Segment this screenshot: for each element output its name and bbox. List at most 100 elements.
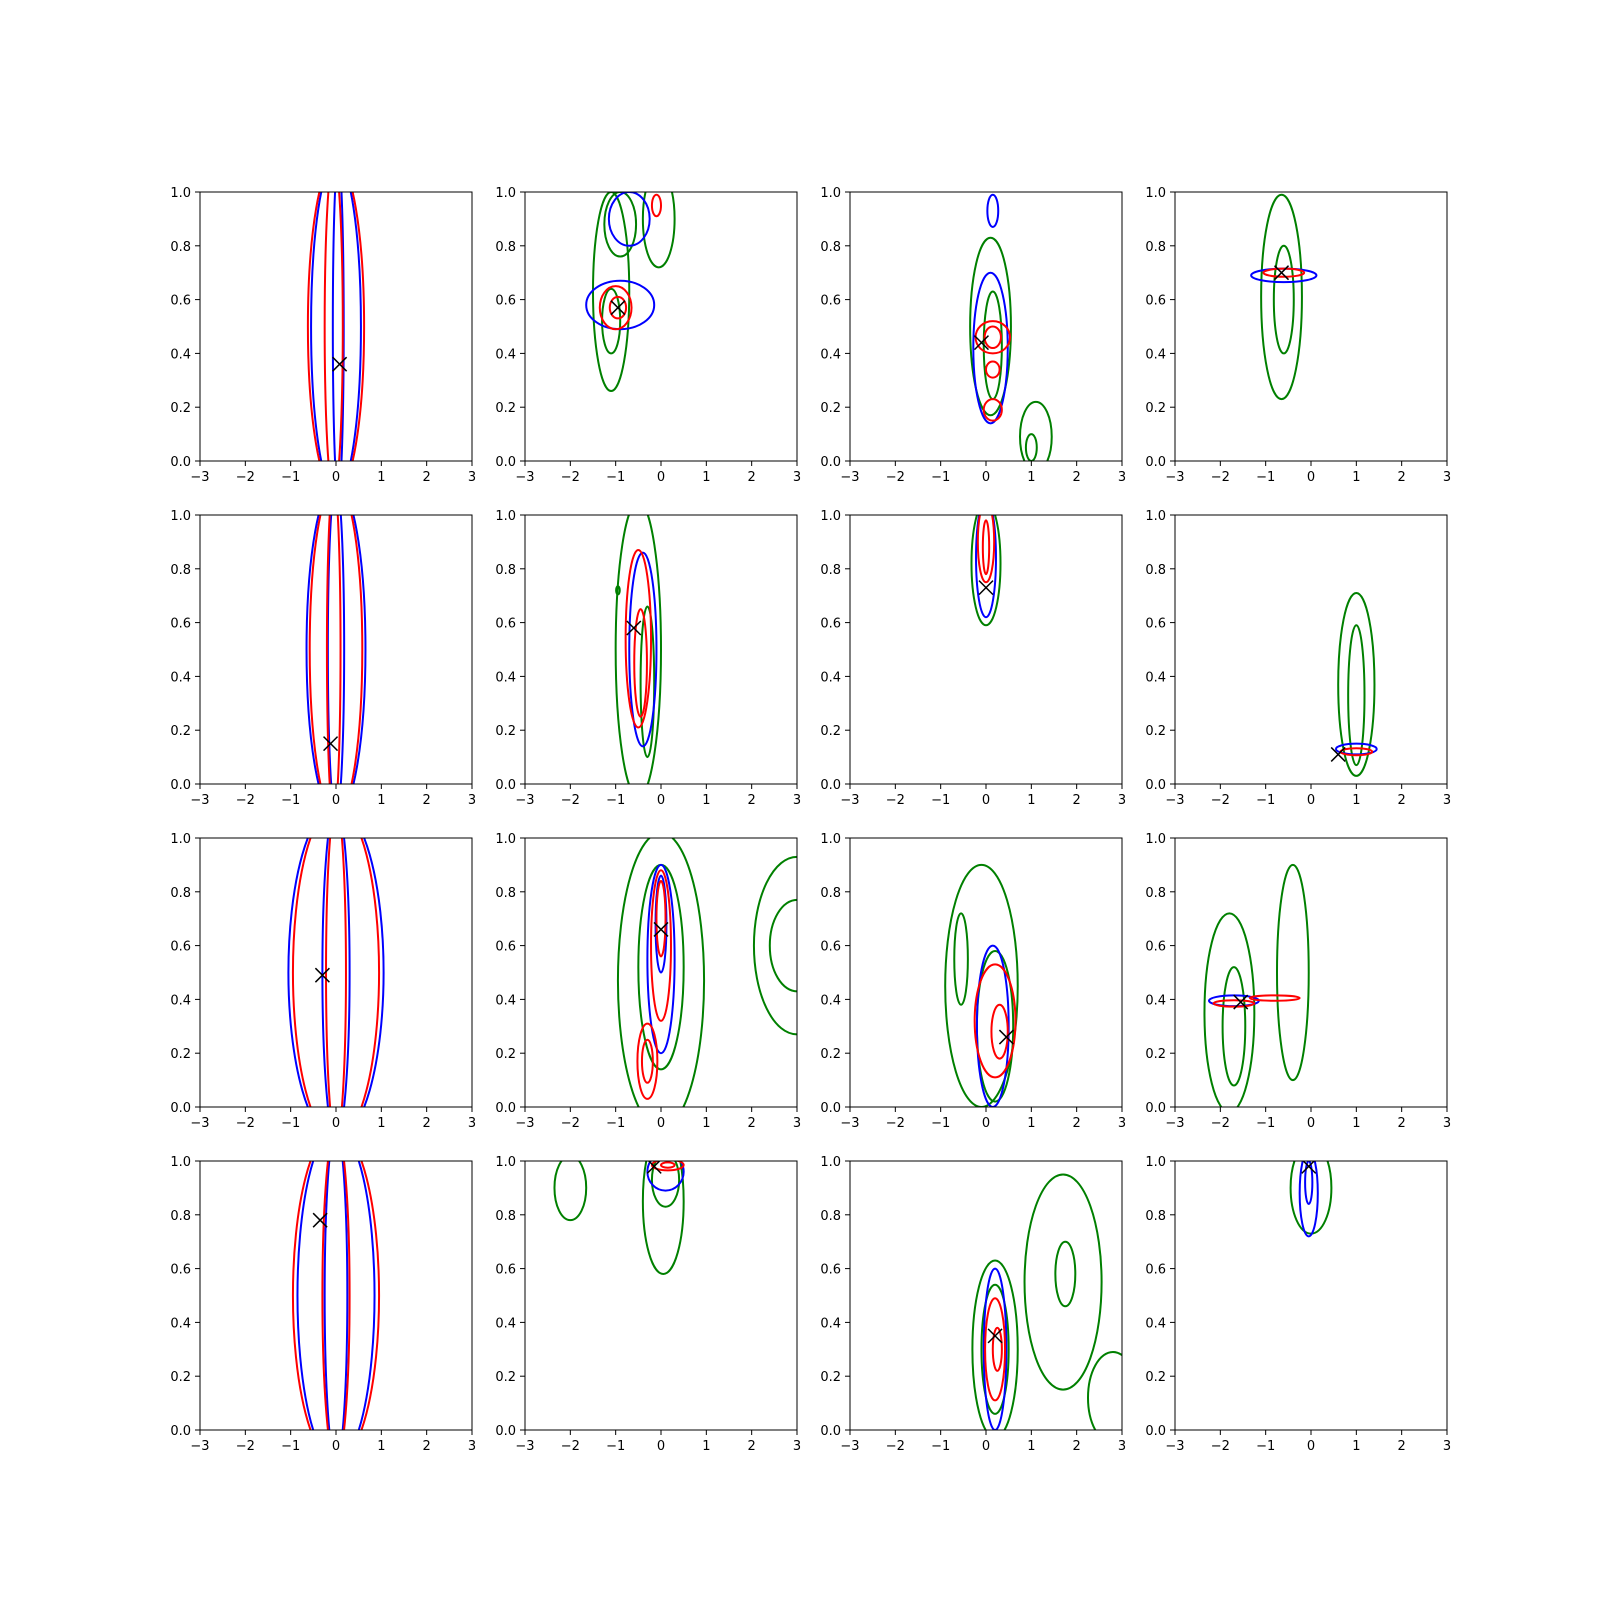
green-contour-1 xyxy=(1337,592,1376,777)
x-tick-label: −3 xyxy=(515,793,534,808)
y-tick-label: 1.0 xyxy=(820,186,841,201)
axes-frame xyxy=(1174,514,1448,785)
x-tick-label: 2 xyxy=(423,793,431,808)
blue-contour-6 xyxy=(986,193,1000,228)
x-tick-label: 3 xyxy=(793,793,801,808)
x-tick-label: 2 xyxy=(1398,1439,1406,1454)
y-tick-label: 1.0 xyxy=(1145,832,1166,847)
x-tick-label: 2 xyxy=(748,793,756,808)
y-tick-label: 0.0 xyxy=(170,778,191,793)
x-tick-label: 1 xyxy=(702,793,710,808)
green-contour-1 xyxy=(1289,1161,1333,1235)
x-tick-label: −3 xyxy=(515,1439,534,1454)
y-tick-label: 0.4 xyxy=(495,670,516,685)
x-tick-label: −1 xyxy=(931,1116,950,1131)
y-tick-label: 0.2 xyxy=(495,724,516,739)
y-tick-label: 0.4 xyxy=(1145,993,1166,1008)
x-tick-label: −3 xyxy=(840,793,859,808)
green-contour-3 xyxy=(752,855,797,1036)
x-tick-label: 0 xyxy=(332,1116,340,1131)
x-tick-label: −1 xyxy=(1256,470,1275,485)
red-contour-8 xyxy=(655,880,667,958)
x-tick-label: −3 xyxy=(1165,1116,1184,1131)
y-tick-label: 0.8 xyxy=(170,240,191,255)
x-tick-label: 3 xyxy=(1118,1116,1126,1131)
y-tick-label: 0.4 xyxy=(820,347,841,362)
x-tick-label: 2 xyxy=(1073,1116,1081,1131)
blue-contour-5 xyxy=(972,271,1009,425)
y-tick-label: 1.0 xyxy=(495,509,516,524)
x-tick-label: −2 xyxy=(886,1116,905,1131)
x-tick-label: −3 xyxy=(840,1439,859,1454)
y-tick-label: 0.8 xyxy=(170,563,191,578)
y-tick-label: 1.0 xyxy=(495,1155,516,1170)
green-contour-3 xyxy=(641,192,676,269)
y-tick-label: 1.0 xyxy=(170,832,191,847)
subplot-r1-c1: −3 −2 −1 0 1 2 3 0.0 0.2 0.4 0.6 0.8 1.0 xyxy=(170,186,476,485)
green-contour-3 xyxy=(1023,1173,1103,1391)
y-tick-label: 0.0 xyxy=(1145,1424,1166,1439)
y-tick-label: 0.8 xyxy=(495,563,516,578)
green-contour-2 xyxy=(1221,966,1247,1087)
y-tick-label: 0.8 xyxy=(820,886,841,901)
x-tick-label: 1 xyxy=(1027,793,1035,808)
green-contour-1 xyxy=(614,515,662,784)
plot-area xyxy=(969,193,1053,461)
y-tick-label: 0.0 xyxy=(820,1101,841,1116)
green-contour-1 xyxy=(592,192,631,393)
y-tick-label: 0.4 xyxy=(495,1316,516,1331)
x-tick-label: −1 xyxy=(281,1116,300,1131)
plot-area xyxy=(306,192,366,461)
x-tick-label: 1 xyxy=(1352,793,1360,808)
x-tick-label: −2 xyxy=(1211,1439,1230,1454)
subplot-r3-c1: −3 −2 −1 0 1 2 3 0.0 0.2 0.4 0.6 0.8 1.0 xyxy=(170,832,476,1131)
green-contour-4 xyxy=(1054,1240,1077,1308)
red-contour-7 xyxy=(650,869,672,1022)
subplot-r2-c2: −3 −2 −1 0 1 2 3 0.0 0.2 0.4 0.6 0.8 1.0 xyxy=(495,509,801,808)
axes-frame xyxy=(1174,191,1448,462)
x-tick-label: 0 xyxy=(1307,793,1315,808)
x-tick-label: 0 xyxy=(1307,470,1315,485)
x-tick-label: 0 xyxy=(1307,1116,1315,1131)
x-tick-label: −2 xyxy=(1211,1116,1230,1131)
x-tick-label: 1 xyxy=(377,1439,385,1454)
y-tick-label: 0.6 xyxy=(170,940,191,955)
red-contour-4 xyxy=(325,838,347,1107)
y-tick-label: 0.8 xyxy=(495,1209,516,1224)
x-marker xyxy=(312,1212,328,1228)
y-tick-label: 0.4 xyxy=(820,670,841,685)
x-tick-label: −2 xyxy=(1211,793,1230,808)
blue-contour-2 xyxy=(323,1161,349,1430)
y-tick-label: 0.6 xyxy=(1145,1263,1166,1278)
x-tick-label: 0 xyxy=(657,1439,665,1454)
axes-frame xyxy=(849,837,1123,1108)
x-tick-label: −2 xyxy=(561,1439,580,1454)
y-tick-label: 0.6 xyxy=(820,940,841,955)
y-tick-label: 0.4 xyxy=(495,347,516,362)
blue-contour-6 xyxy=(982,1267,1008,1430)
x-tick-label: 3 xyxy=(468,1439,476,1454)
x-tick-label: 0 xyxy=(1307,1439,1315,1454)
red-contour-9 xyxy=(650,193,663,218)
x-tick-label: 3 xyxy=(793,470,801,485)
subplot-r3-c3: −3 −2 −1 0 1 2 3 0.0 0.2 0.4 0.6 0.8 1.0 xyxy=(820,832,1126,1131)
blue-contour-3 xyxy=(1304,1161,1314,1206)
y-tick-label: 1.0 xyxy=(820,1155,841,1170)
subplot-r3-c4: −3 −2 −1 0 1 2 3 0.0 0.2 0.4 0.6 0.8 1.0 xyxy=(1145,832,1451,1131)
y-tick-label: 0.0 xyxy=(495,1424,516,1439)
y-tick-label: 0.0 xyxy=(820,455,841,470)
y-tick-label: 0.2 xyxy=(1145,1047,1166,1062)
plot-area xyxy=(305,515,367,784)
y-tick-label: 0.6 xyxy=(495,617,516,632)
y-tick-label: 0.2 xyxy=(1145,724,1166,739)
y-tick-label: 0.8 xyxy=(170,886,191,901)
y-tick-label: 0.0 xyxy=(495,778,516,793)
x-tick-label: 1 xyxy=(1352,1439,1360,1454)
plot-area xyxy=(287,838,385,1107)
red-contour-7 xyxy=(598,285,633,331)
x-marker xyxy=(323,736,339,752)
x-tick-label: 1 xyxy=(702,470,710,485)
y-tick-label: 0.2 xyxy=(170,401,191,416)
y-tick-label: 0.8 xyxy=(820,1209,841,1224)
x-tick-label: 1 xyxy=(1027,470,1035,485)
